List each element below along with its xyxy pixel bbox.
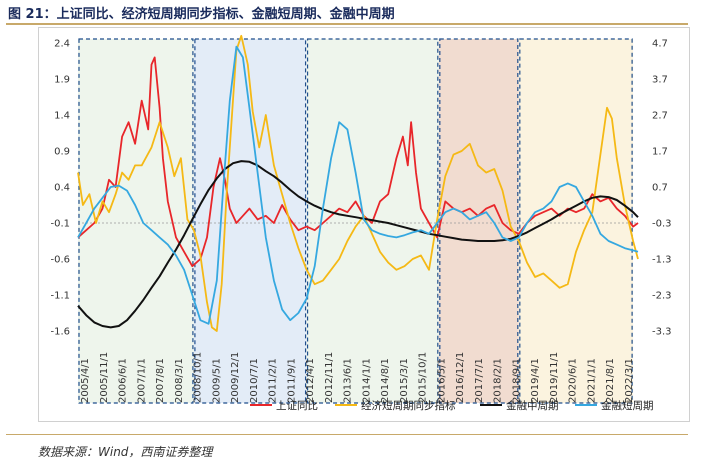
y-right-tick: -3.3 [652, 327, 672, 338]
x-tick: 2018/2/1 [493, 358, 504, 403]
top-rule [6, 23, 688, 25]
legend-label: 经济短周期同步指标 [361, 399, 456, 412]
series-line-2 [77, 160, 639, 329]
x-tick: 2014/8/1 [380, 358, 391, 403]
x-tick: 2008/10/1 [193, 352, 204, 403]
x-tick: 2006/6/1 [118, 358, 129, 403]
period-box-2 [306, 38, 439, 404]
series-line-1 [77, 34, 639, 332]
y-left-tick: 1.9 [54, 75, 70, 86]
x-tick: 2011/2/1 [268, 358, 279, 403]
y-right-tick: -2.3 [652, 291, 672, 302]
x-tick: 2012/11/1 [324, 352, 335, 403]
x-tick: 2007/1/1 [136, 358, 147, 403]
y-left-tick: 0.4 [54, 183, 70, 194]
figure-title: 图 21：上证同比、经济短周期同步指标、金融短周期、金融中周期 [8, 7, 395, 22]
x-tick: 2008/3/1 [174, 358, 185, 403]
x-tick: 2007/8/1 [155, 358, 166, 403]
x-tick: 2022/3/1 [624, 358, 635, 403]
period-box-4 [519, 38, 633, 404]
x-tick: 2021/8/1 [605, 358, 616, 403]
series-line-0 [77, 56, 639, 268]
x-tick: 2014/1/1 [361, 358, 372, 403]
bottom-rule [6, 434, 688, 435]
source-note: 数据来源：Wind，西南证券整理 [38, 445, 213, 459]
y-left-tick: -0.1 [50, 219, 70, 230]
legend-label: 金融中周期 [506, 399, 559, 412]
x-tick: 2005/4/1 [80, 358, 91, 403]
y-right-tick: -1.3 [652, 255, 672, 266]
y-right-tick: 2.7 [652, 111, 668, 122]
x-tick: 2018/9/1 [511, 358, 522, 403]
y-left-tick: -1.6 [50, 327, 70, 338]
y-right-tick: -0.3 [652, 219, 672, 230]
period-shade-3 [438, 39, 519, 403]
x-tick: 2009/5/1 [211, 358, 222, 403]
y-right-tick: 3.7 [652, 75, 668, 86]
x-tick: 2012/4/1 [305, 358, 316, 403]
series-line-3 [77, 45, 639, 325]
x-tick: 2009/12/1 [230, 352, 241, 403]
period-box-0 [78, 38, 194, 404]
x-tick: 2005/11/1 [99, 352, 110, 403]
y-left-tick: 1.4 [54, 111, 70, 122]
legend-label: 金融短周期 [601, 399, 654, 412]
x-tick: 2021/1/1 [586, 358, 597, 403]
x-tick: 2016/12/1 [455, 352, 466, 403]
x-tick: 2020/6/1 [568, 358, 579, 403]
chart-svg: 2.4 1.9 1.4 0.9 0.4 -0.1 -0.6 -1.1 -1.6 4.7 3.7 2.7… [50, 34, 672, 412]
legend-label: 上证同比 [276, 399, 318, 412]
x-tick: 2015/3/1 [399, 358, 410, 403]
x-tick: 2013/6/1 [343, 358, 354, 403]
y-right-tick: 1.7 [652, 147, 668, 158]
x-tick: 2016/5/1 [436, 358, 447, 403]
y-right-tick: 0.7 [652, 183, 668, 194]
x-tick: 2019/4/1 [530, 358, 541, 403]
x-tick: 2010/7/1 [249, 358, 260, 403]
period-shade-4 [518, 39, 634, 403]
y-left-tick: 0.9 [54, 147, 70, 158]
x-tick: 2017/7/1 [474, 358, 485, 403]
y-left-tick: -0.6 [50, 255, 70, 266]
y-left-tick: 2.4 [54, 39, 70, 50]
x-tick: 2015/10/1 [418, 352, 429, 403]
y-right-tick: 4.7 [652, 39, 668, 50]
period-shade-1 [193, 39, 307, 403]
x-tick: 2019/11/1 [549, 352, 560, 403]
x-tick: 2011/9/1 [286, 358, 297, 403]
y-left-tick: -1.1 [50, 291, 70, 302]
